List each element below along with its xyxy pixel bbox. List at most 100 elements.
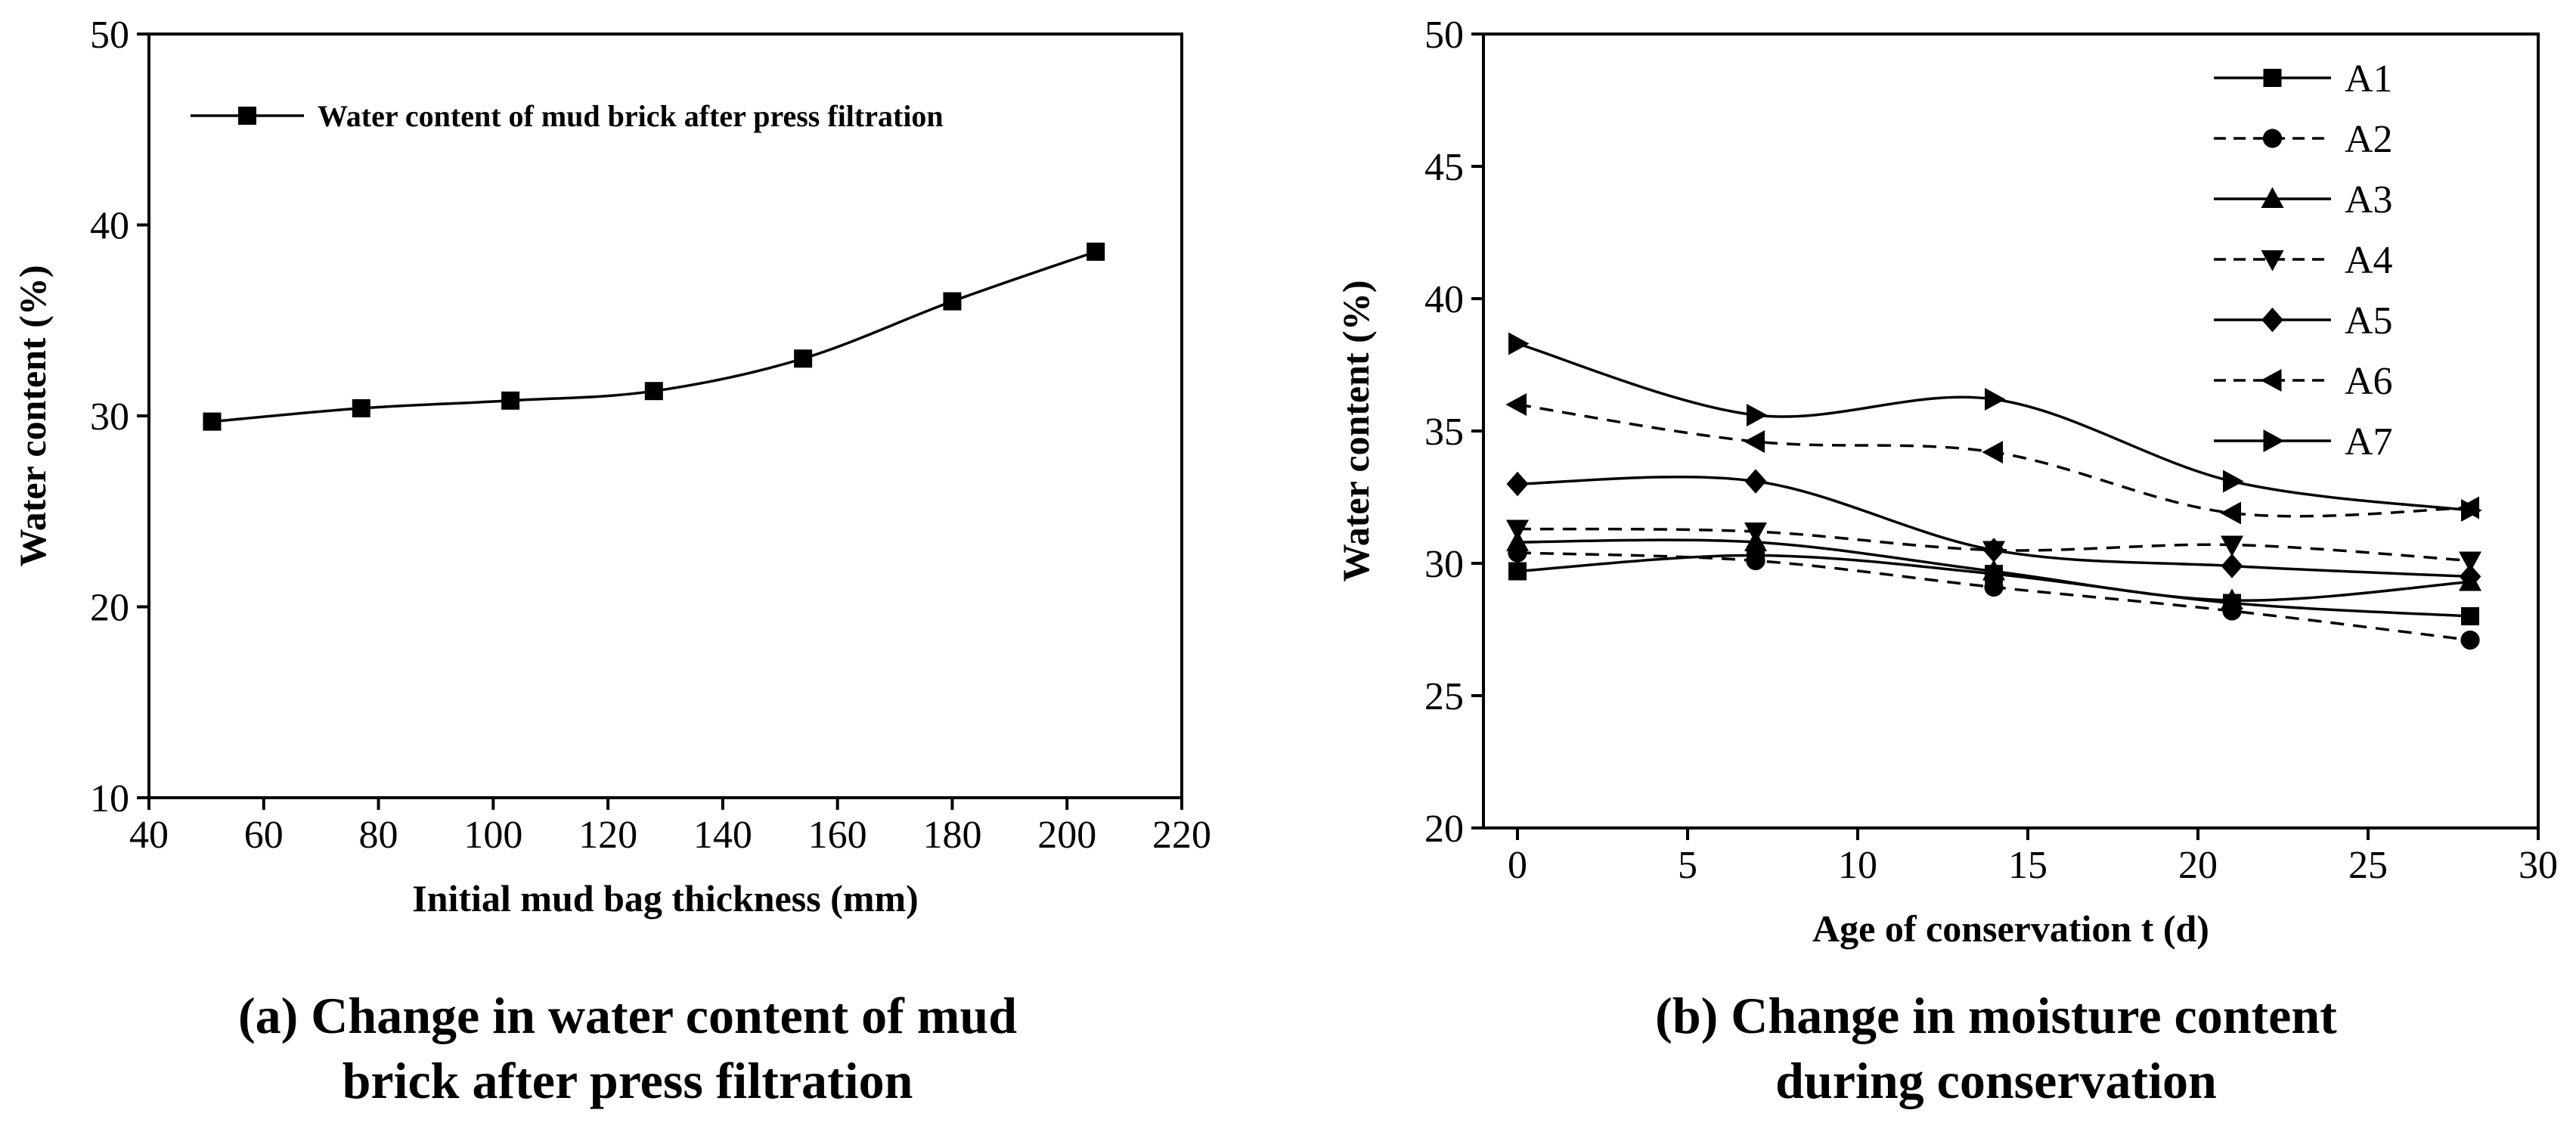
legend-marker: [2261, 250, 2284, 271]
legend-marker: [2263, 69, 2282, 87]
data-point: [1506, 519, 1529, 541]
y-tick-label: 50: [1424, 14, 1464, 57]
y-tick-label: 30: [1424, 543, 1464, 586]
x-axis-label: Initial mud bag thickness (mm): [412, 877, 919, 919]
legend-marker: [2263, 429, 2285, 452]
x-tick-label: 15: [2008, 844, 2047, 887]
y-tick-label: 40: [90, 205, 129, 248]
legend-marker: [2261, 187, 2284, 208]
legend-label: Water content of mud brick after press f…: [318, 99, 944, 133]
data-point: [1506, 530, 1529, 551]
plot-frame: [147, 33, 1183, 799]
data-point: [1984, 577, 2004, 597]
y-tick-label: 40: [1424, 278, 1464, 321]
x-tick-label: 30: [2519, 844, 2558, 887]
caption-a-line1: (a) Change in water content of mud: [237, 987, 1018, 1044]
caption-b-line2: during conservation: [1775, 1052, 2217, 1109]
legend-label: A2: [2345, 118, 2393, 161]
y-tick-label: 25: [1424, 675, 1464, 718]
data-point: [2461, 499, 2482, 522]
legend-label: A7: [2345, 420, 2393, 464]
data-point: [2221, 553, 2243, 578]
x-tick-label: 40: [129, 814, 169, 857]
data-point: [2460, 630, 2480, 650]
legend-label: A4: [2345, 239, 2393, 282]
x-tick-label: 100: [463, 814, 522, 857]
data-point: [1744, 430, 1765, 453]
legend: Water content of mud brick after press f…: [191, 99, 944, 133]
data-point: [1747, 404, 1768, 426]
series-curve: [1517, 403, 2471, 518]
data-point: [1744, 522, 1767, 544]
x-tick-label: 220: [1152, 814, 1211, 857]
data-point: [1982, 538, 2005, 563]
data-point: [794, 349, 813, 368]
legend-marker: [2261, 307, 2283, 333]
data-point: [1985, 388, 2006, 411]
legend-marker: [2260, 369, 2282, 392]
data-point: [1508, 562, 1527, 581]
data-point: [2221, 588, 2243, 609]
x-tick-label: 0: [1508, 844, 1527, 887]
series-a6: [1505, 393, 2479, 525]
y-tick-label: 20: [90, 587, 129, 630]
data-point: [2223, 470, 2244, 493]
y-axis-label: Water content (%): [1334, 281, 1377, 582]
x-tick-label: 5: [1678, 844, 1697, 887]
data-point: [501, 391, 520, 410]
legend-label: A3: [2345, 178, 2393, 222]
x-tick-label: 140: [693, 814, 752, 857]
x-tick-label: 180: [922, 814, 981, 857]
data-point: [644, 382, 663, 401]
data-point: [943, 292, 962, 311]
data-point: [1746, 550, 1765, 571]
x-tick-label: 60: [244, 814, 284, 857]
data-point: [1508, 332, 1530, 355]
y-tick-label: 45: [1424, 146, 1464, 189]
data-point: [2459, 564, 2481, 589]
caption-b-line1: (b) Change in moisture content: [1655, 987, 2337, 1044]
legend-marker: [2262, 129, 2283, 148]
x-tick-label: 120: [578, 814, 637, 857]
y-tick-label: 35: [1424, 411, 1464, 454]
y-axis-label: Water content (%): [11, 265, 54, 567]
x-tick-label: 20: [2178, 844, 2218, 887]
data-point: [2461, 607, 2479, 625]
series-curve: [1517, 342, 2471, 512]
data-point: [352, 398, 370, 417]
caption-a-line2: brick after press filtration: [342, 1052, 913, 1109]
legend-label: A6: [2345, 360, 2393, 403]
data-point: [1982, 441, 2003, 464]
y-tick-label: 20: [1424, 808, 1464, 851]
series-a5: [1506, 469, 2481, 589]
caption-b: (b) Change in moisture content during co…: [1429, 983, 2563, 1113]
chart-a: 40 60 80 100 120 140 160 180 200 220 10 20 30 40 50 Ini…: [11, 14, 1211, 919]
x-axis-label: Age of conservation t (d): [1812, 907, 2209, 950]
legend-marker: [238, 107, 256, 125]
legend: A1 A2 A3 A4 A5 A6 A7: [2214, 57, 2393, 464]
data-point: [1744, 469, 1767, 494]
data-point: [2459, 551, 2481, 573]
x-tick-label: 10: [1838, 844, 1877, 887]
series-line: [203, 242, 1105, 431]
data-point: [1087, 242, 1105, 261]
data-point: [1982, 559, 2005, 581]
data-point: [2221, 535, 2243, 557]
x-tick-label: 80: [359, 814, 398, 857]
series-a7: [1508, 332, 2482, 522]
y-tick-label: 50: [90, 14, 129, 57]
data-point: [203, 412, 222, 431]
chart-b: 0 5 10 15 20 25 30 20 25 30 35 40 45 50 Age of conserv…: [1334, 14, 2558, 950]
data-point: [2220, 501, 2241, 525]
legend-label: A1: [2345, 57, 2393, 101]
data-point: [1506, 471, 1529, 497]
y-tick-label: 10: [90, 777, 129, 820]
caption-a: (a) Change in water content of mud brick…: [60, 983, 1195, 1113]
x-tick-label: 25: [2348, 844, 2388, 887]
y-tick-label: 30: [90, 395, 129, 439]
data-point: [1505, 393, 1527, 416]
x-tick-label: 200: [1037, 814, 1096, 857]
x-tick-label: 160: [808, 814, 867, 857]
legend-label: A5: [2345, 299, 2393, 343]
